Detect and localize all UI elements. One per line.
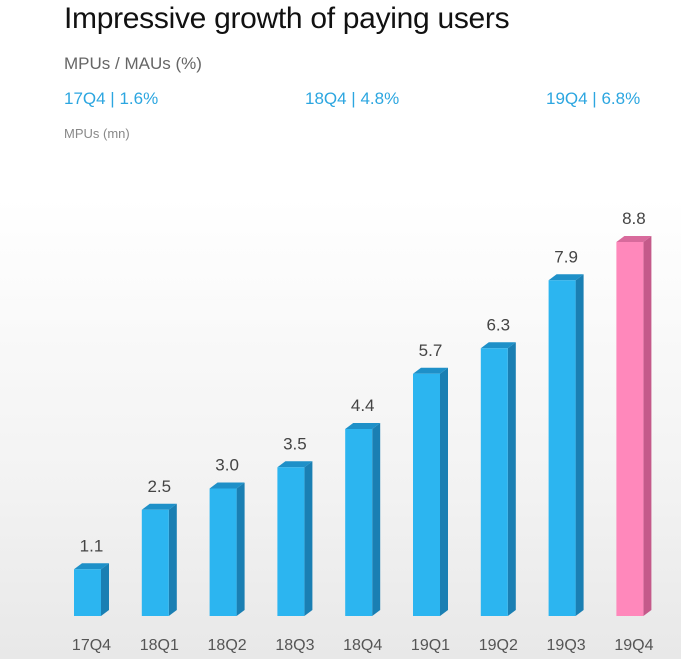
data-label-19q2: 6.3: [486, 315, 510, 334]
bar-top-17q4: [74, 563, 109, 570]
bar-front-19q4: [616, 242, 644, 616]
bar-19q2: [480, 342, 516, 616]
bar-side-19q1: [440, 367, 448, 616]
bar-side-17q4: [101, 563, 109, 616]
bar-side-18q2: [236, 482, 245, 616]
bar-top-19q4: [616, 236, 652, 242]
bar-top-18q4: [345, 423, 381, 429]
bar-19q1: [413, 367, 448, 616]
data-label-17q4: 1.1: [80, 536, 104, 555]
bar-top-18q3: [277, 461, 313, 468]
tick-label-17q4: 17Q4: [72, 637, 111, 654]
data-label-18q1: 2.5: [147, 477, 171, 496]
tick-label-18q3: 18Q3: [275, 637, 314, 654]
tick-label-19q1: 19Q1: [411, 637, 450, 654]
ratio-19q4: 19Q4 | 6.8%: [546, 89, 641, 108]
bar-side-19q4: [643, 236, 652, 616]
page-title: Impressive growth of paying users: [64, 2, 510, 35]
ratio-17q4: 17Q4 | 1.6%: [64, 89, 159, 108]
bar-front-19q1: [413, 373, 440, 616]
ratio-18q4: 18Q4 | 4.8%: [305, 89, 400, 108]
data-label-18q2: 3.0: [215, 456, 239, 475]
bar-18q1: [141, 503, 177, 616]
bar-side-19q3: [575, 274, 584, 616]
bar-top-19q3: [548, 274, 584, 281]
bar-19q3: [548, 274, 584, 616]
bar-top-18q1: [141, 503, 177, 510]
tick-label-19q2: 19Q2: [479, 637, 518, 654]
bar-front-18q4: [345, 429, 373, 616]
bar-front-19q3: [548, 280, 576, 616]
data-label-19q4: 8.8: [622, 209, 646, 228]
tick-label-18q4: 18Q4: [343, 637, 382, 654]
bar-top-19q1: [413, 367, 448, 374]
data-label-18q3: 3.5: [283, 434, 307, 453]
bar-17q4: [74, 563, 109, 616]
bar-top-18q2: [209, 482, 245, 489]
data-label-19q1: 5.7: [419, 341, 443, 360]
tick-label-19q3: 19Q3: [547, 637, 586, 654]
bar-18q2: [209, 482, 245, 616]
units-label: MPUs (mn): [64, 126, 130, 141]
tick-label-19q4: 19Q4: [614, 637, 653, 654]
bar-top-19q2: [480, 342, 516, 349]
bar-19q4: [616, 236, 652, 616]
tick-label-18q2: 18Q2: [208, 637, 247, 654]
tick-label-18q1: 18Q1: [140, 637, 179, 654]
data-label-18q4: 4.4: [351, 396, 375, 415]
ratio-subtitle: MPUs / MAUs (%): [64, 54, 202, 73]
bar-front-19q2: [480, 348, 508, 616]
bar-front-18q3: [277, 467, 305, 616]
data-label-19q3: 7.9: [554, 247, 578, 266]
bar-side-18q4: [372, 423, 381, 616]
bar-side-19q2: [507, 342, 516, 616]
bar-side-18q3: [304, 461, 313, 616]
bar-front-18q2: [209, 488, 237, 616]
bar-18q3: [277, 461, 313, 616]
bar-front-18q1: [141, 509, 169, 616]
bar-front-17q4: [74, 569, 101, 616]
bar-side-18q1: [168, 503, 177, 616]
bar-18q4: [345, 423, 381, 616]
